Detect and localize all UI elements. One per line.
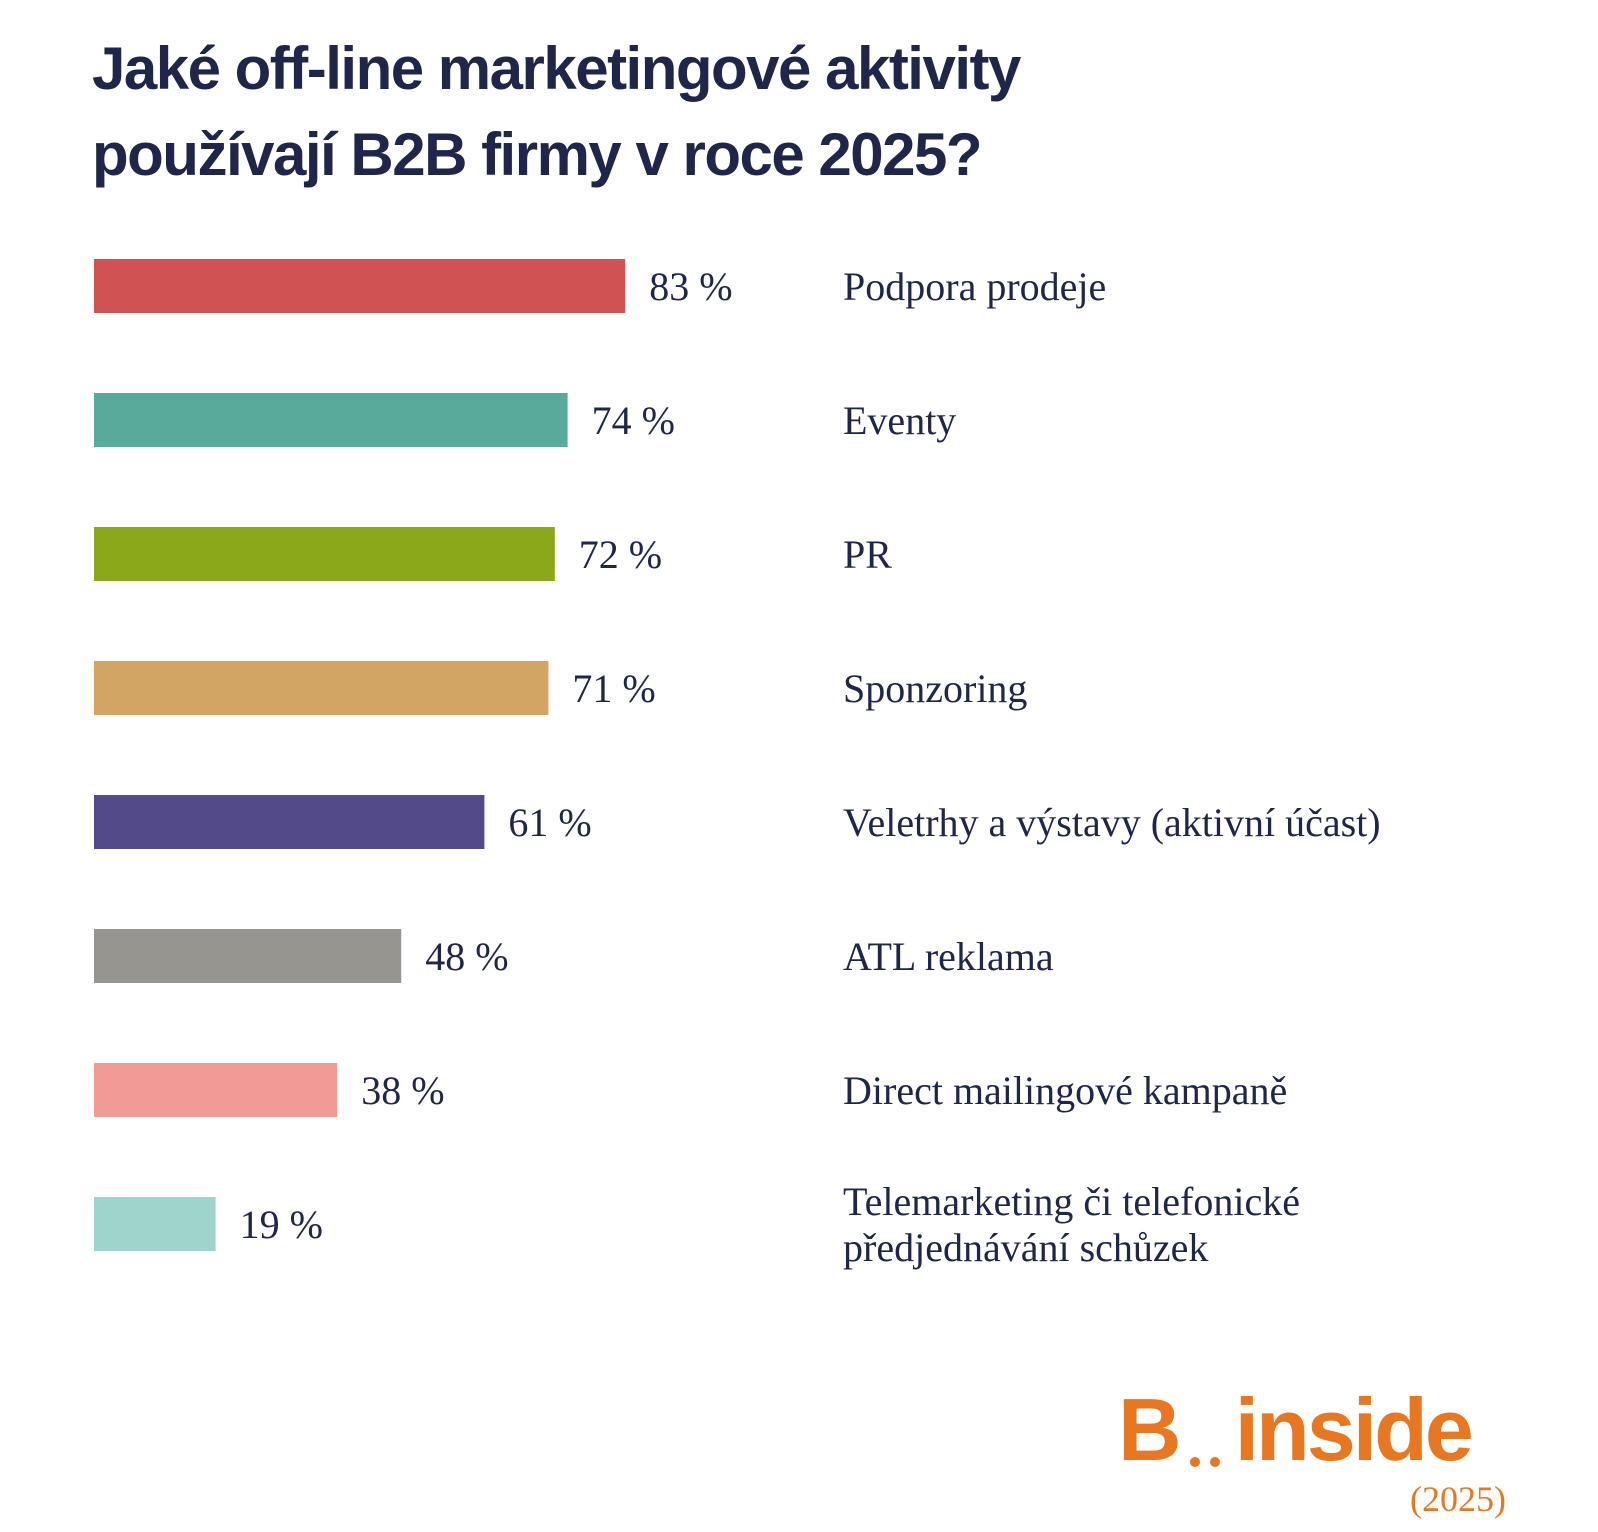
bar-value-label-7: 38 % (361, 1068, 444, 1113)
category-label-7: Direct mailingové kampaně (843, 1068, 1287, 1113)
chart-title-line-1: Jaké off-line marketingové aktivity (92, 35, 1021, 102)
bar-1 (94, 259, 626, 313)
category-label-2: Eventy (843, 398, 956, 443)
category-label-8-line-2: předjednávání schůzek (843, 1225, 1208, 1270)
bar-value-label-5: 61 % (508, 800, 591, 845)
logo-brand-letter: B (1118, 1380, 1182, 1479)
category-label-4: Sponzoring (843, 666, 1027, 711)
bar-chart: 83 % Podpora prodeje 74 % Eventy 72 % PR 71 % S… (94, 259, 1381, 1270)
logo-dots-icon (1185, 1393, 1225, 1481)
bar-value-label-3: 72 % (579, 532, 662, 577)
bar-4 (94, 661, 549, 715)
category-label-8-line-1: Telemarketing či telefonické (843, 1179, 1300, 1224)
logo-brand-name: inside (1234, 1380, 1474, 1479)
bar-3 (94, 527, 555, 581)
category-label-1: Podpora prodeje (843, 264, 1106, 309)
bar-value-label-8: 19 % (240, 1202, 323, 1247)
bar-value-label-1: 83 % (649, 264, 732, 309)
category-label-3: PR (843, 532, 892, 577)
bar-8 (94, 1197, 216, 1251)
category-label-6: ATL reklama (843, 934, 1054, 979)
bar-5 (94, 795, 485, 849)
bar-7 (94, 1063, 338, 1117)
bar-value-label-2: 74 % (592, 398, 675, 443)
bar-2 (94, 393, 568, 447)
bar-value-label-6: 48 % (425, 934, 508, 979)
bar-value-label-4: 71 % (572, 666, 655, 711)
bar-6 (94, 929, 402, 983)
category-label-5: Veletrhy a výstavy (aktivní účast) (843, 800, 1381, 845)
chart-title-line-2: používají B2B firmy v roce 2025? (92, 121, 983, 188)
logo-year: (2025) (1410, 1479, 1506, 1519)
chart-title: Jaké off-line marketingové aktivity použ… (92, 26, 1392, 198)
